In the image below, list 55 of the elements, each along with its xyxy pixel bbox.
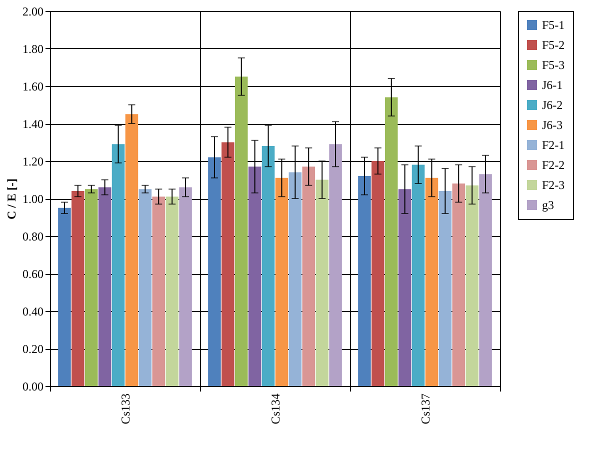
y-tick-label: 0.60 [22, 267, 44, 281]
bar [452, 184, 466, 386]
bar [275, 178, 288, 386]
legend-label: F5-2 [542, 38, 565, 52]
bar [234, 76, 248, 386]
legend-label: J6-2 [542, 98, 563, 112]
bar [166, 196, 178, 386]
legend-label: J6-1 [542, 78, 563, 92]
y-tick-label: 1.60 [22, 80, 44, 94]
bar [302, 166, 316, 386]
y-axis-title: C / E [-] [4, 178, 18, 220]
y-tick-label: 1.40 [22, 117, 44, 131]
bar [425, 178, 438, 386]
legend-label: J6-3 [542, 118, 563, 132]
x-tick-label: Cs133 [118, 394, 132, 424]
y-tick-label: 1.20 [22, 154, 44, 168]
y-tick-label: 0.20 [22, 342, 44, 356]
bar [398, 189, 412, 386]
bar [179, 187, 192, 386]
bar [358, 176, 371, 386]
y-tick-label: 1.80 [22, 42, 44, 56]
legend-label: F2-2 [542, 158, 565, 172]
bar [248, 166, 262, 386]
bar [262, 146, 275, 386]
y-tick-label: 1.00 [22, 192, 44, 206]
bar [208, 157, 221, 386]
x-tick-label: Cs137 [418, 394, 432, 424]
bar [316, 180, 328, 386]
bar [72, 191, 84, 386]
bar [329, 144, 342, 386]
bar [112, 144, 125, 386]
bar [84, 189, 98, 386]
x-tick-label: Cs134 [268, 394, 282, 424]
bar [466, 185, 478, 386]
bar [58, 208, 71, 386]
legend-label: F2-1 [542, 138, 565, 152]
bar [288, 172, 302, 386]
legend-label: F2-3 [542, 178, 565, 192]
bar [438, 191, 452, 386]
legend-label: g3 [542, 198, 554, 212]
bar [98, 187, 112, 386]
y-tick-label: 0.00 [22, 380, 44, 394]
bar [138, 189, 152, 386]
bar [372, 161, 384, 386]
bar [412, 164, 425, 386]
bar [384, 97, 398, 386]
y-tick-label: 0.40 [22, 304, 44, 318]
y-tick-label: 2.00 [22, 4, 44, 18]
y-tick-label: 0.80 [22, 230, 44, 244]
bar [222, 142, 234, 386]
legend-label: F5-1 [542, 18, 565, 32]
bar [479, 174, 492, 386]
legend-label: F5-3 [542, 58, 565, 72]
bar [125, 114, 138, 386]
bar [152, 196, 166, 386]
